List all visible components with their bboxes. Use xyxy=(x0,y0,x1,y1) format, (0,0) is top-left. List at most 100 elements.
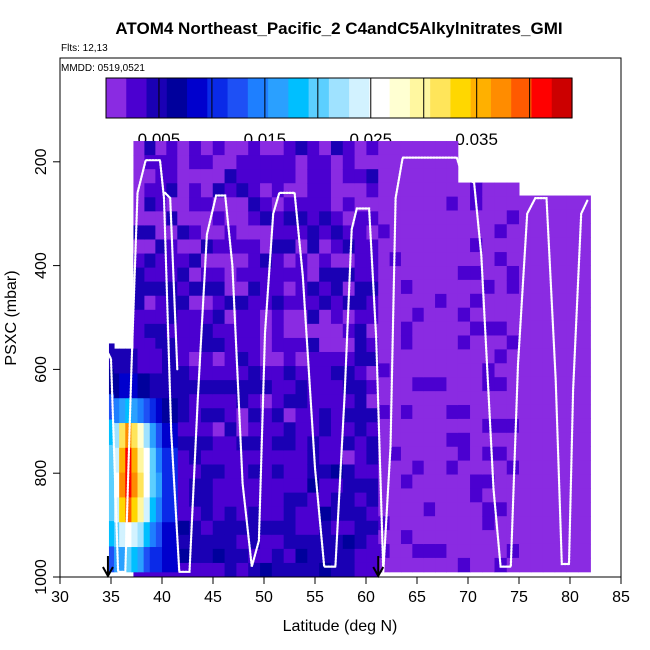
heat-cell xyxy=(435,335,447,350)
heat-cell xyxy=(307,281,320,297)
heat-cell xyxy=(542,432,556,447)
heat-cell xyxy=(166,183,178,198)
heat-cell xyxy=(283,351,296,367)
heat-cell xyxy=(519,348,532,364)
heat-cell xyxy=(144,337,156,353)
heat-cell xyxy=(400,363,413,378)
heat-cell xyxy=(494,544,508,559)
heat-cell xyxy=(155,447,163,474)
heat-cell xyxy=(283,183,296,198)
heat-cell xyxy=(412,224,425,239)
heat-cell xyxy=(446,363,459,378)
heat-cell xyxy=(271,267,285,283)
heat-cell xyxy=(400,349,413,364)
heat-cell xyxy=(271,422,285,437)
heat-cell xyxy=(457,238,471,253)
heat-cell xyxy=(423,516,436,531)
heat-cell xyxy=(530,223,544,238)
heat-cell xyxy=(236,281,249,297)
heat-cell xyxy=(330,351,344,367)
heat-cell xyxy=(342,492,356,508)
heat-cell xyxy=(143,398,151,424)
heat-cell xyxy=(457,488,471,503)
heat-cell xyxy=(283,155,296,170)
heat-cell xyxy=(412,377,425,392)
heat-cell xyxy=(236,534,249,550)
heat-cell xyxy=(494,265,508,281)
flight-track xyxy=(104,156,589,573)
heat-cell xyxy=(554,265,568,280)
heat-cell xyxy=(200,422,214,437)
heat-cell xyxy=(435,530,447,545)
heat-cell xyxy=(578,265,591,280)
heat-cell xyxy=(506,404,520,420)
heat-cell xyxy=(137,472,145,498)
heat-cell xyxy=(566,223,579,238)
heat-cell xyxy=(133,309,145,325)
heat-cell xyxy=(446,557,459,573)
heat-cell xyxy=(177,394,190,409)
heat-cell xyxy=(446,530,459,545)
heat-cell xyxy=(131,522,139,548)
heat-cell xyxy=(248,337,261,353)
colorbar-frame xyxy=(105,77,573,119)
heat-cell xyxy=(354,225,367,240)
heat-cell xyxy=(307,534,320,550)
heat-cell xyxy=(248,450,261,465)
heat-cell xyxy=(482,335,496,350)
heat-cell xyxy=(200,408,214,423)
heat-cell xyxy=(400,446,413,462)
heat-cell xyxy=(177,281,190,297)
heat-cell xyxy=(177,492,190,508)
heat-cell xyxy=(166,337,178,353)
heat-cell xyxy=(482,446,496,462)
y-tick-label: 200 xyxy=(33,148,50,175)
chart-title: ATOM4 Northeast_Pacific_2 C4andC5Alkylni… xyxy=(115,19,562,38)
heat-cell xyxy=(457,557,471,573)
heat-cell xyxy=(470,516,483,531)
heat-cell xyxy=(554,293,568,308)
heat-cell xyxy=(435,266,447,281)
colorbar-swatch xyxy=(430,78,452,118)
heat-cell xyxy=(212,239,226,255)
heat-cell xyxy=(283,337,296,353)
heat-cell xyxy=(482,432,496,448)
heat-cell xyxy=(494,252,508,267)
heat-cell xyxy=(519,404,532,420)
heat-cell xyxy=(248,253,261,269)
heat-cell xyxy=(330,197,344,212)
heat-cell xyxy=(566,334,579,350)
heat-cell xyxy=(578,251,591,266)
heat-cell xyxy=(366,520,379,536)
heat-cell xyxy=(423,238,436,253)
heat-cell xyxy=(177,309,190,325)
heat-cell xyxy=(330,295,344,311)
heat-cell xyxy=(189,422,202,437)
heat-cell xyxy=(155,183,167,198)
heat-cell xyxy=(354,408,367,423)
heat-cell xyxy=(389,335,402,350)
heat-cell xyxy=(494,502,508,517)
heat-cell xyxy=(295,506,308,522)
heat-cell xyxy=(177,464,190,480)
heat-cell xyxy=(133,169,145,184)
heat-cell xyxy=(155,337,167,353)
heat-cell xyxy=(189,141,202,156)
heat-cell xyxy=(506,265,520,281)
heat-cell xyxy=(412,252,425,267)
heat-cell xyxy=(224,534,237,550)
heat-cell xyxy=(260,169,273,184)
y-tick-label: 600 xyxy=(33,356,50,383)
heat-cell xyxy=(342,225,356,240)
heat-cell xyxy=(248,183,261,198)
heat-cell xyxy=(295,366,308,381)
heat-cell xyxy=(330,141,344,156)
y-tick-label: 1000 xyxy=(33,559,50,595)
heat-cell xyxy=(446,516,459,531)
heat-cell xyxy=(330,366,344,381)
heat-cell xyxy=(423,460,436,476)
heat-cell xyxy=(423,544,436,559)
heat-cell xyxy=(144,183,156,198)
heat-cell xyxy=(530,348,544,364)
heat-cell xyxy=(423,210,436,225)
